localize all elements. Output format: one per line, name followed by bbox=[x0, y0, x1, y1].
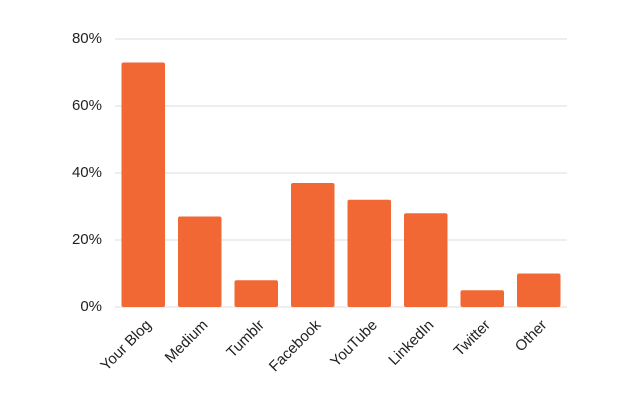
y-tick-label: 60% bbox=[72, 97, 102, 114]
x-tick-label: Medium bbox=[162, 317, 212, 367]
y-tick-label: 80% bbox=[72, 30, 102, 47]
x-tick-label: YouTube bbox=[327, 317, 381, 371]
bar bbox=[234, 280, 279, 307]
x-tick-label: Tumblr bbox=[223, 317, 268, 362]
bar bbox=[460, 290, 505, 307]
x-tick-label: Facebook bbox=[266, 316, 325, 375]
x-tick-label: Twitter bbox=[451, 317, 494, 360]
y-tick-label: 0% bbox=[80, 298, 102, 315]
bar bbox=[347, 199, 392, 307]
x-tick-label: Other bbox=[512, 317, 551, 356]
x-tick-label: Your Blog bbox=[97, 317, 155, 375]
bar bbox=[177, 216, 222, 307]
bar bbox=[121, 62, 166, 308]
bar bbox=[290, 183, 335, 307]
x-tick-label: LinkedIn bbox=[385, 317, 437, 369]
bar bbox=[403, 213, 448, 307]
bar bbox=[516, 273, 561, 307]
y-tick-label: 20% bbox=[72, 231, 102, 248]
y-tick-label: 40% bbox=[72, 164, 102, 181]
